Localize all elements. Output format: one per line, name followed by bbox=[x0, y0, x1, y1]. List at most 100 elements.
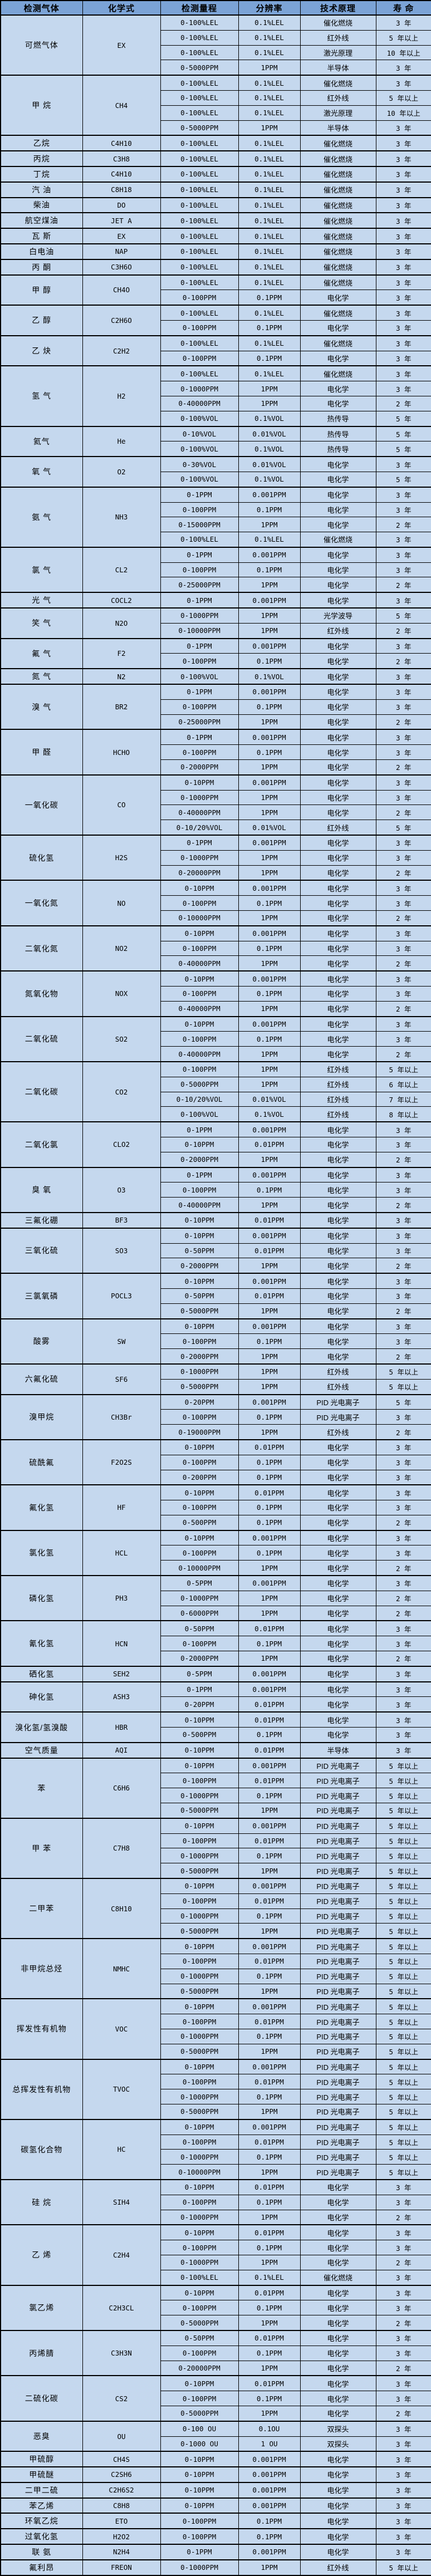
range-cell: 0-10PPM bbox=[160, 1998, 239, 2015]
lifespan-cell: 5 年以上 bbox=[375, 2043, 431, 2060]
lifespan-cell: 2 年 bbox=[375, 1258, 431, 1274]
range-cell: 0-5000PPM bbox=[160, 60, 239, 76]
table-row: 六氟化硫 SF6 0-1000PPM 1PPM 红外线 5 年以上 bbox=[0, 1363, 431, 1395]
lifespan-cell: 3 年 bbox=[375, 1484, 431, 1501]
lifespan-cell: 5 年以上 bbox=[375, 1788, 431, 1804]
lifespan-cell: 2 年 bbox=[375, 955, 431, 971]
table-row: 0-1000PPM 1PPM 电化学 3 年 bbox=[1, 789, 431, 806]
table-row: 0-100PPM 0.1PPM 电化学 3 年 bbox=[1, 502, 431, 518]
range-cell: 0-50PPM bbox=[160, 1243, 239, 1259]
table-row: 0-1000PPM 0.1PPM PID 光电离子 5 年以上 bbox=[1, 2028, 431, 2044]
lifespan-cell: 2 年 bbox=[375, 517, 431, 533]
formula-cell: C2H4 bbox=[82, 2224, 161, 2286]
range-cell: 0-100%LEL bbox=[160, 365, 239, 382]
formula-cell: SW bbox=[82, 1318, 161, 1365]
principle-cell: 电化学 bbox=[300, 2329, 376, 2346]
gas-name-cell: 空气质量 bbox=[0, 1741, 83, 1759]
range-cell: 0-100PPM bbox=[160, 562, 239, 578]
gas-name-cell: 甲 醛 bbox=[0, 729, 83, 776]
range-cell: 0-10/20%VOL bbox=[160, 1091, 239, 1107]
principle-cell: 电化学 bbox=[300, 1015, 376, 1032]
resolution-cell: 0.01%VOL bbox=[238, 456, 301, 472]
range-cell: 0-5000PPM bbox=[160, 2103, 239, 2120]
gas-name-cell: 碳氢化合物 bbox=[0, 2118, 83, 2180]
lifespan-cell: 3 年 bbox=[375, 940, 431, 956]
formula-cell: COCL2 bbox=[82, 592, 161, 609]
lifespan-cell: 3 年 bbox=[375, 1439, 431, 1455]
resolution-cell: 1PPM bbox=[238, 2559, 301, 2576]
table-row: 0-50PPM 0.01PPM 电化学 3 年 bbox=[1, 1288, 431, 1304]
table-row: 0-2000PPM 1PPM 电化学 2 年 bbox=[1, 1348, 431, 1365]
principle-cell: 电化学 bbox=[300, 1258, 376, 1274]
principle-cell: 半导体 bbox=[300, 120, 376, 136]
resolution-cell: 0.01PPM bbox=[238, 1136, 301, 1152]
principle-cell: 催化燃烧 bbox=[300, 365, 376, 382]
principle-cell: 催化燃烧 bbox=[300, 75, 376, 91]
range-cell: 0-500PPM bbox=[160, 1514, 239, 1531]
table-row: 二氧化硫 SO2 0-10PPM 0.001PPM 电化学 3 年 bbox=[0, 1015, 431, 1062]
principle-cell: PID 光电离子 bbox=[300, 2028, 376, 2044]
lifespan-cell: 3 年 bbox=[375, 2329, 431, 2346]
table-row: 0-100PPM 0.1PPM 电化学 3 年 bbox=[1, 1454, 431, 1470]
range-cell: 0-10PPM bbox=[160, 2497, 239, 2514]
resolution-cell: 1PPM bbox=[238, 1605, 301, 1621]
resolution-cell: 0.1%VOL bbox=[238, 471, 301, 488]
range-cell: 0-100PPM bbox=[160, 699, 239, 715]
gas-name-cell: 汽 油 bbox=[0, 181, 83, 198]
resolution-cell: 0.001PPM bbox=[238, 835, 301, 851]
table-row: 0-100PPM 0.1PPM 电化学 3 年 bbox=[1, 1500, 431, 1515]
table-row: 氯乙烯 C2H3CL 0-10PPM 0.01PPM 电化学 3 年 bbox=[0, 2284, 431, 2331]
lifespan-cell: 3 年 bbox=[375, 2178, 431, 2195]
resolution-cell: 1PPM bbox=[238, 60, 301, 76]
principle-cell: 电化学 bbox=[300, 350, 376, 366]
table-row: 0-100PPM 0.1PPM 电化学 3 年 bbox=[1, 562, 431, 578]
table-row: 0-500PPM 0.1PPM 电化学 3 年 bbox=[1, 1727, 431, 1743]
resolution-cell: 0.1PPM bbox=[238, 1182, 301, 1198]
principle-cell: 红外线 bbox=[300, 1363, 376, 1380]
principle-cell: PID 光电离子 bbox=[300, 1954, 376, 1969]
range-cell: 0-100PPM bbox=[160, 320, 239, 336]
range-cell: 0-1PPM bbox=[160, 592, 239, 609]
lifespan-cell: 3 年 bbox=[375, 986, 431, 1002]
resolution-cell: 0.1PPM bbox=[238, 2300, 301, 2316]
resolution-cell: 0.1PPM bbox=[238, 653, 301, 669]
principle-cell: 电化学 bbox=[300, 2544, 376, 2560]
principle-cell: 激光原理 bbox=[300, 45, 376, 61]
lifespan-cell: 2 年 bbox=[375, 2360, 431, 2376]
table-row: 挥发性有机物 VOC 0-10PPM 0.001PPM PID 光电离子 5 年以上 bbox=[0, 1998, 431, 2060]
resolution-cell: 1PPM bbox=[238, 789, 301, 806]
table-row: 二氧化碳 CO2 0-100PPM 1PPM 红外线 5 年以上 bbox=[0, 1061, 431, 1122]
principle-cell: 电化学 bbox=[300, 668, 376, 685]
principle-cell: 电化学 bbox=[300, 1439, 376, 1455]
lifespan-cell: 3 年 bbox=[375, 243, 431, 260]
range-cell: 0-1PPM bbox=[160, 1121, 239, 1137]
principle-cell: 电化学 bbox=[300, 2513, 376, 2529]
principle-cell: 电化学 bbox=[300, 1620, 376, 1637]
lifespan-cell: 5 年以上 bbox=[375, 1378, 431, 1395]
lifespan-cell: 3 年 bbox=[375, 1500, 431, 1515]
table-row: 0-100PPM 0.1PPM 电化学 3 年 bbox=[1, 350, 431, 366]
range-cell: 0-100PPM bbox=[160, 2240, 239, 2255]
range-cell: 0-1000PPM bbox=[160, 2089, 239, 2104]
principle-cell: 电化学 bbox=[300, 970, 376, 987]
principle-cell: 催化燃烧 bbox=[300, 181, 376, 198]
principle-cell: PID 光电离子 bbox=[300, 1983, 376, 1999]
gas-name-cell: 二甲苯 bbox=[0, 1878, 83, 1939]
resolution-cell: 1PPM bbox=[238, 804, 301, 821]
principle-cell: 电化学 bbox=[300, 1031, 376, 1047]
range-cell: 0-100%LEL bbox=[160, 212, 239, 229]
lifespan-cell: 3 年 bbox=[375, 1409, 431, 1425]
principle-cell: 电化学 bbox=[300, 789, 376, 806]
principle-cell: 红外线 bbox=[300, 1378, 376, 1395]
resolution-cell: 0.001PPM bbox=[238, 970, 301, 987]
table-row: 氟化氢 HF 0-10PPM 0.01PPM 电化学 3 年 bbox=[0, 1484, 431, 1531]
table-row: 砷化氢 ASH3 0-1PPM 0.001PPM 电化学 3 年 bbox=[0, 1681, 431, 1713]
resolution-cell: 0.01PPM bbox=[238, 1288, 301, 1304]
table-row: 0-100PPM 0.01PPM PID 光电离子 5 年以上 bbox=[1, 2014, 431, 2029]
range-cell: 0-10PPM bbox=[160, 1227, 239, 1244]
principle-cell: 电化学 bbox=[300, 774, 376, 791]
gas-name-cell: 氨 气 bbox=[0, 486, 83, 548]
resolution-cell: 1PPM bbox=[238, 2209, 301, 2225]
lifespan-cell: 6 年以上 bbox=[375, 1076, 431, 1092]
table-row: 0-10000PPM 1PPM 电化学 2 年 bbox=[1, 910, 431, 926]
